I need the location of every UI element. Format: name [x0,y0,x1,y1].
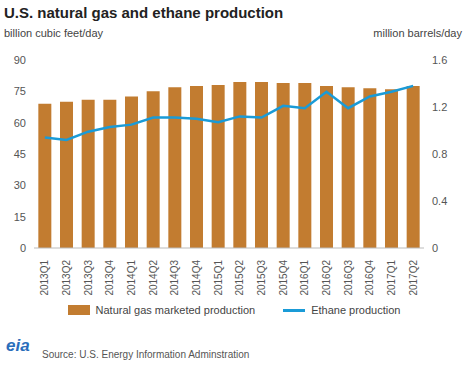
svg-text:2016Q1: 2016Q1 [299,260,310,296]
html-text:Ethane production: Ethane production [311,304,401,316]
svg-text:0.4: 0.4 [432,195,447,207]
svg-text:2014Q2: 2014Q2 [148,260,159,296]
svg-text:60: 60 [14,117,26,129]
svg-text:2013Q3: 2013Q3 [83,260,94,296]
html-text:eia: eia [6,336,30,355]
svg-text:75: 75 [14,85,26,97]
svg-text:2013Q2: 2013Q2 [61,260,72,296]
svg-text:0: 0 [20,242,26,254]
svg-text:0: 0 [432,242,438,254]
svg-text:2013Q1: 2013Q1 [39,260,50,296]
svg-text:2014Q4: 2014Q4 [191,260,202,296]
svg-text:45: 45 [14,148,26,160]
svg-text:2013Q4: 2013Q4 [104,260,115,296]
svg-text:2016Q2: 2016Q2 [321,260,332,296]
svg-text:2016Q4: 2016Q4 [364,260,375,296]
svg-text:1.6: 1.6 [432,54,447,66]
html-text:U.S. natural gas and ethane pr: U.S. natural gas and ethane production [4,4,284,21]
html-text:Natural gas marketed productio: Natural gas marketed production [95,304,256,316]
svg-text:2015Q3: 2015Q3 [256,260,267,296]
html-text:million barrels/day: million barrels/day [373,27,462,39]
svg-text:2016Q3: 2016Q3 [343,260,354,296]
svg-text:30: 30 [14,179,26,191]
svg-text:15: 15 [14,211,26,223]
svg-text:2015Q1: 2015Q1 [213,260,224,296]
svg-text:2015Q4: 2015Q4 [278,260,289,296]
html-text:billion cubic feet/day: billion cubic feet/day [4,27,104,39]
svg-text:1.2: 1.2 [432,101,447,113]
svg-text:2017Q1: 2017Q1 [386,260,397,296]
svg-text:2017Q2: 2017Q2 [408,260,419,296]
html-text:Source: U.S. Energy Informatio: Source: U.S. Energy Information Adminstr… [42,349,250,360]
svg-text:2014Q1: 2014Q1 [126,260,137,296]
svg-text:2014Q3: 2014Q3 [169,260,180,296]
svg-text:2015Q2: 2015Q2 [234,260,245,296]
svg-text:90: 90 [14,54,26,66]
svg-text:0.8: 0.8 [432,148,447,160]
